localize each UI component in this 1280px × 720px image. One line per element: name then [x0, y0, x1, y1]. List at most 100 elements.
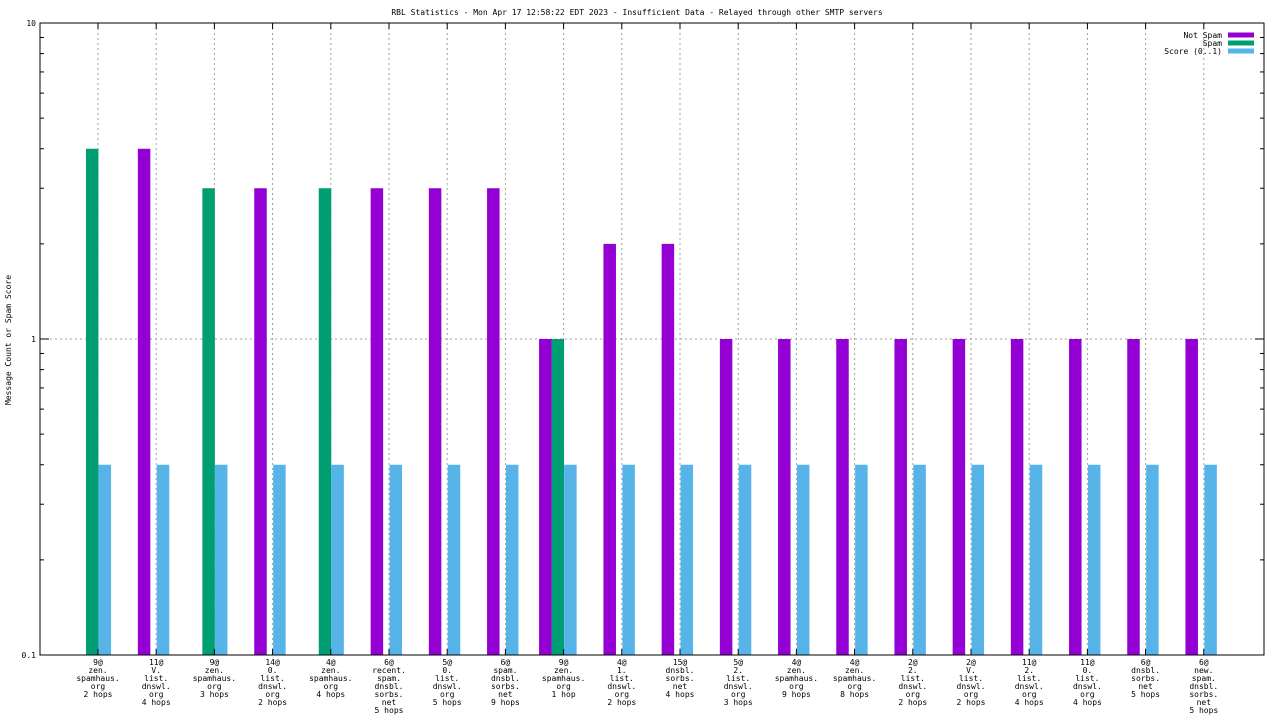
x-tick-label-line: sorbs. [1131, 674, 1160, 683]
x-tick-label-line: 6@ [384, 658, 394, 667]
x-tick-label-line: spamhaus. [309, 674, 352, 683]
x-tick-label-line: zen. [787, 666, 806, 675]
x-tick-label-line: 11@ [1080, 658, 1095, 667]
x-tick-label-line: org [207, 682, 222, 691]
bar-not-spam [1127, 339, 1140, 655]
x-tick-label-line: 4 hops [142, 698, 171, 707]
x-tick-label-line: 2 hops [898, 698, 927, 707]
y-axis-label: Message Count or Spam Score [4, 275, 13, 405]
bar-score [680, 464, 694, 655]
x-tick-label-line: 3 hops [724, 698, 753, 707]
bar-not-spam [370, 188, 384, 656]
x-tick-label-line: dnsbl. [666, 666, 695, 675]
bar-score [1146, 464, 1159, 655]
x-tick-label-line: dnswl. [724, 682, 753, 691]
x-tick-label-line: org [906, 690, 921, 699]
x-tick-label-line: list. [1075, 674, 1099, 683]
bar-spam [85, 148, 99, 656]
bar-not-spam [254, 188, 267, 656]
bar-spam [318, 188, 332, 656]
y-tick-label: 0.1 [22, 651, 37, 660]
x-tick-label-line: 2. [733, 666, 743, 675]
x-tick-label-line: net [1197, 698, 1212, 707]
bar-score [273, 464, 286, 655]
x-tick-label-line: zen. [845, 666, 864, 675]
x-tick-label-line: org [440, 690, 455, 699]
x-tick-label-line: zen. [88, 666, 107, 675]
x-tick-label-line: 2. [908, 666, 918, 675]
bar-score [913, 464, 926, 655]
x-tick-label-line: 4 hops [1073, 698, 1102, 707]
x-tick-label-line: 8 hops [840, 690, 869, 699]
x-tick-label: 11@ V. list. dnswl. org 4 hops [142, 658, 171, 707]
bar-not-spam [719, 339, 733, 655]
x-tick-label-line: 3 hops [200, 690, 229, 699]
x-tick-label-line: org [556, 682, 571, 691]
x-tick-label-line: 11@ [1022, 658, 1037, 667]
bar-score [1204, 464, 1217, 655]
x-tick-label-line: sorbs. [375, 690, 404, 699]
x-tick-label-line: org [964, 690, 979, 699]
x-tick-label-line: sorbs. [666, 674, 695, 683]
bar-not-spam [487, 188, 500, 656]
x-tick-label-line: zen. [205, 666, 224, 675]
x-tick-label: 11@ 2. list. dnswl. org 4 hops [1015, 658, 1044, 707]
x-tick-label-line: spam. [377, 674, 401, 683]
x-tick-label-line: 5@ [733, 658, 743, 667]
bar-not-spam [1185, 339, 1198, 655]
x-tick-label-line: 0. [268, 666, 278, 675]
x-tick-label-line: org [615, 690, 630, 699]
bar-score [622, 464, 635, 655]
x-tick-label-line: recent. [372, 666, 406, 675]
bar-not-spam [1069, 339, 1082, 655]
bar-not-spam [661, 243, 675, 656]
x-tick-label-line: zen. [554, 666, 573, 675]
legend-swatch-not-spam [1228, 32, 1254, 38]
x-tick-label-line: net [1138, 682, 1153, 691]
bar-score [331, 464, 344, 655]
x-tick-label-line: 2 hops [258, 698, 287, 707]
x-tick-label: 4@ zen. spamhaus. org 4 hops [309, 658, 352, 699]
x-tick-label-line: 4@ [792, 658, 802, 667]
x-tick-label-line: 0. [442, 666, 452, 675]
bar-not-spam [539, 339, 552, 655]
x-tick-label-line: spamhaus. [542, 674, 585, 683]
x-tick-label: 5@ 0. list. dnswl. org 5 hops [433, 658, 462, 707]
x-tick-label-line: net [498, 690, 513, 699]
x-tick-label-line: 5 hops [1131, 690, 1160, 699]
x-tick-label-line: list. [959, 674, 983, 683]
x-tick-label: 9@ zen. spamhaus. org 2 hops [76, 658, 119, 699]
x-tick-label-line: list. [1017, 674, 1041, 683]
x-tick-label-line: dnsbl. [491, 674, 520, 683]
y-tick-labels: 0.1 1 10 [22, 19, 37, 660]
legend-label-not-spam: Not Spam [1183, 31, 1222, 40]
x-tick-label-line: 1 hop [552, 690, 576, 699]
x-tick-label-line: dnswl. [898, 682, 927, 691]
bar-spam [202, 188, 215, 656]
bar-not-spam [778, 339, 791, 655]
x-tick-label-line: dnswl. [1015, 682, 1044, 691]
x-tick-label-line: dnswl. [1073, 682, 1102, 691]
x-tick-label: 2@ V. list. dnswl. org 2 hops [957, 658, 986, 707]
x-tick-label-line: 6@ [501, 658, 511, 667]
chart-title: RBL Statistics - Mon Apr 17 12:58:22 EDT… [391, 8, 882, 17]
x-tick-label: 9@ zen. spamhaus. org 3 hops [193, 658, 236, 699]
bar-score [505, 464, 519, 655]
x-tick-label: 15@ dnsbl. sorbs. net 4 hops [666, 658, 695, 699]
x-tick-label-line: 6@ [1141, 658, 1151, 667]
x-tick-label-line: 15@ [673, 658, 688, 667]
bar-score [971, 464, 985, 655]
legend-label-score: Score (0..1) [1164, 47, 1222, 56]
x-tick-label-line: dnswl. [957, 682, 986, 691]
x-tick-label-line: 9 hops [782, 690, 811, 699]
x-tick-label-line: list. [610, 674, 634, 683]
x-tick-label-line: dnswl. [258, 682, 287, 691]
bar-score [564, 464, 577, 655]
x-tick-label-line: spamhaus. [775, 674, 818, 683]
x-tick-label-line: dnsbl. [1131, 666, 1160, 675]
x-tick-label-line: org [265, 690, 280, 699]
x-tick-label-line: V. [151, 666, 161, 675]
x-tick-label-line: org [1080, 690, 1095, 699]
bar-score [389, 464, 403, 655]
